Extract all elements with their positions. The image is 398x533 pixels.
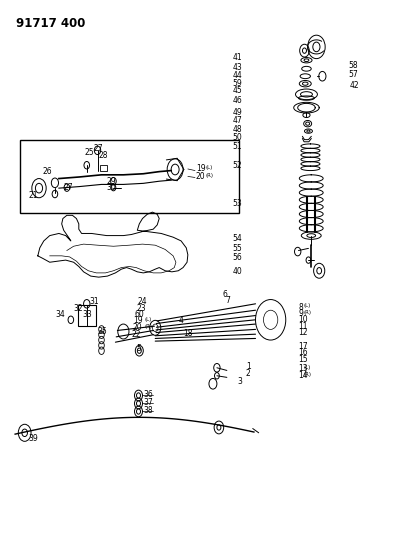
- Text: 53: 53: [232, 199, 242, 208]
- Text: 19: 19: [196, 165, 205, 173]
- Text: 51: 51: [232, 142, 242, 150]
- Text: 15: 15: [298, 355, 308, 364]
- Text: 41: 41: [232, 53, 242, 61]
- Bar: [20, 140, 239, 213]
- Text: 14: 14: [298, 371, 308, 379]
- Text: (L): (L): [303, 365, 310, 370]
- Text: 27: 27: [64, 183, 73, 192]
- Text: 31: 31: [90, 297, 100, 305]
- Text: 59: 59: [232, 79, 242, 87]
- Text: 20: 20: [196, 172, 205, 181]
- Text: 42: 42: [349, 81, 359, 90]
- Text: 20: 20: [133, 323, 142, 332]
- Text: 19: 19: [133, 317, 142, 325]
- Text: 17: 17: [298, 342, 308, 351]
- Text: 1: 1: [246, 362, 251, 371]
- Text: 38: 38: [143, 406, 153, 415]
- Text: 23: 23: [136, 304, 146, 312]
- Text: 26: 26: [43, 167, 53, 176]
- Text: 2: 2: [246, 369, 251, 377]
- Text: 45: 45: [232, 86, 242, 95]
- Text: 52: 52: [232, 161, 242, 169]
- Text: 25: 25: [84, 149, 94, 157]
- Text: 55: 55: [232, 244, 242, 253]
- Text: (R): (R): [144, 324, 152, 329]
- Text: (L): (L): [144, 317, 151, 322]
- Text: 12: 12: [298, 328, 308, 337]
- Text: 56: 56: [232, 254, 242, 262]
- Text: 37: 37: [143, 398, 153, 407]
- Text: 29: 29: [107, 177, 116, 185]
- Text: 91717 400: 91717 400: [16, 17, 85, 30]
- Text: 27: 27: [94, 144, 103, 152]
- Text: 7: 7: [225, 296, 230, 305]
- Text: 6: 6: [223, 290, 228, 298]
- Text: 39: 39: [29, 434, 38, 442]
- Text: 44: 44: [232, 71, 242, 80]
- Text: 10: 10: [298, 316, 308, 324]
- Text: 30: 30: [107, 183, 116, 192]
- Text: 35: 35: [98, 327, 107, 336]
- Text: (L): (L): [205, 165, 213, 171]
- Text: 40: 40: [232, 268, 242, 276]
- Text: (R): (R): [303, 372, 311, 377]
- Text: 48: 48: [232, 125, 242, 134]
- Text: 21: 21: [29, 191, 38, 200]
- Text: 43: 43: [232, 63, 242, 71]
- Text: 9: 9: [298, 309, 303, 318]
- Bar: [78, 305, 96, 326]
- Text: 16: 16: [298, 349, 308, 357]
- Text: 54: 54: [232, 234, 242, 243]
- Text: 46: 46: [232, 96, 242, 104]
- Text: 34: 34: [55, 310, 65, 319]
- Text: 4: 4: [179, 317, 184, 325]
- Text: (R): (R): [205, 173, 213, 178]
- Text: 22: 22: [132, 330, 141, 339]
- Text: 57: 57: [348, 70, 358, 78]
- Text: 24: 24: [138, 297, 147, 305]
- Text: 8: 8: [298, 303, 303, 311]
- Bar: [100, 165, 107, 171]
- Text: 5: 5: [137, 344, 141, 353]
- Text: 50: 50: [232, 133, 242, 142]
- Text: 3: 3: [237, 377, 242, 386]
- Text: 49: 49: [232, 108, 242, 117]
- Text: 13: 13: [298, 365, 308, 373]
- Text: 33: 33: [83, 310, 92, 319]
- Text: 58: 58: [348, 61, 358, 70]
- Text: (L): (L): [303, 303, 310, 309]
- Text: 60: 60: [135, 310, 144, 319]
- Text: 47: 47: [232, 117, 242, 125]
- Text: (R): (R): [303, 310, 311, 315]
- Text: 28: 28: [99, 151, 108, 160]
- Text: 32: 32: [73, 304, 83, 312]
- Text: 36: 36: [143, 390, 153, 399]
- Text: 11: 11: [298, 322, 308, 330]
- Text: 18: 18: [183, 329, 193, 337]
